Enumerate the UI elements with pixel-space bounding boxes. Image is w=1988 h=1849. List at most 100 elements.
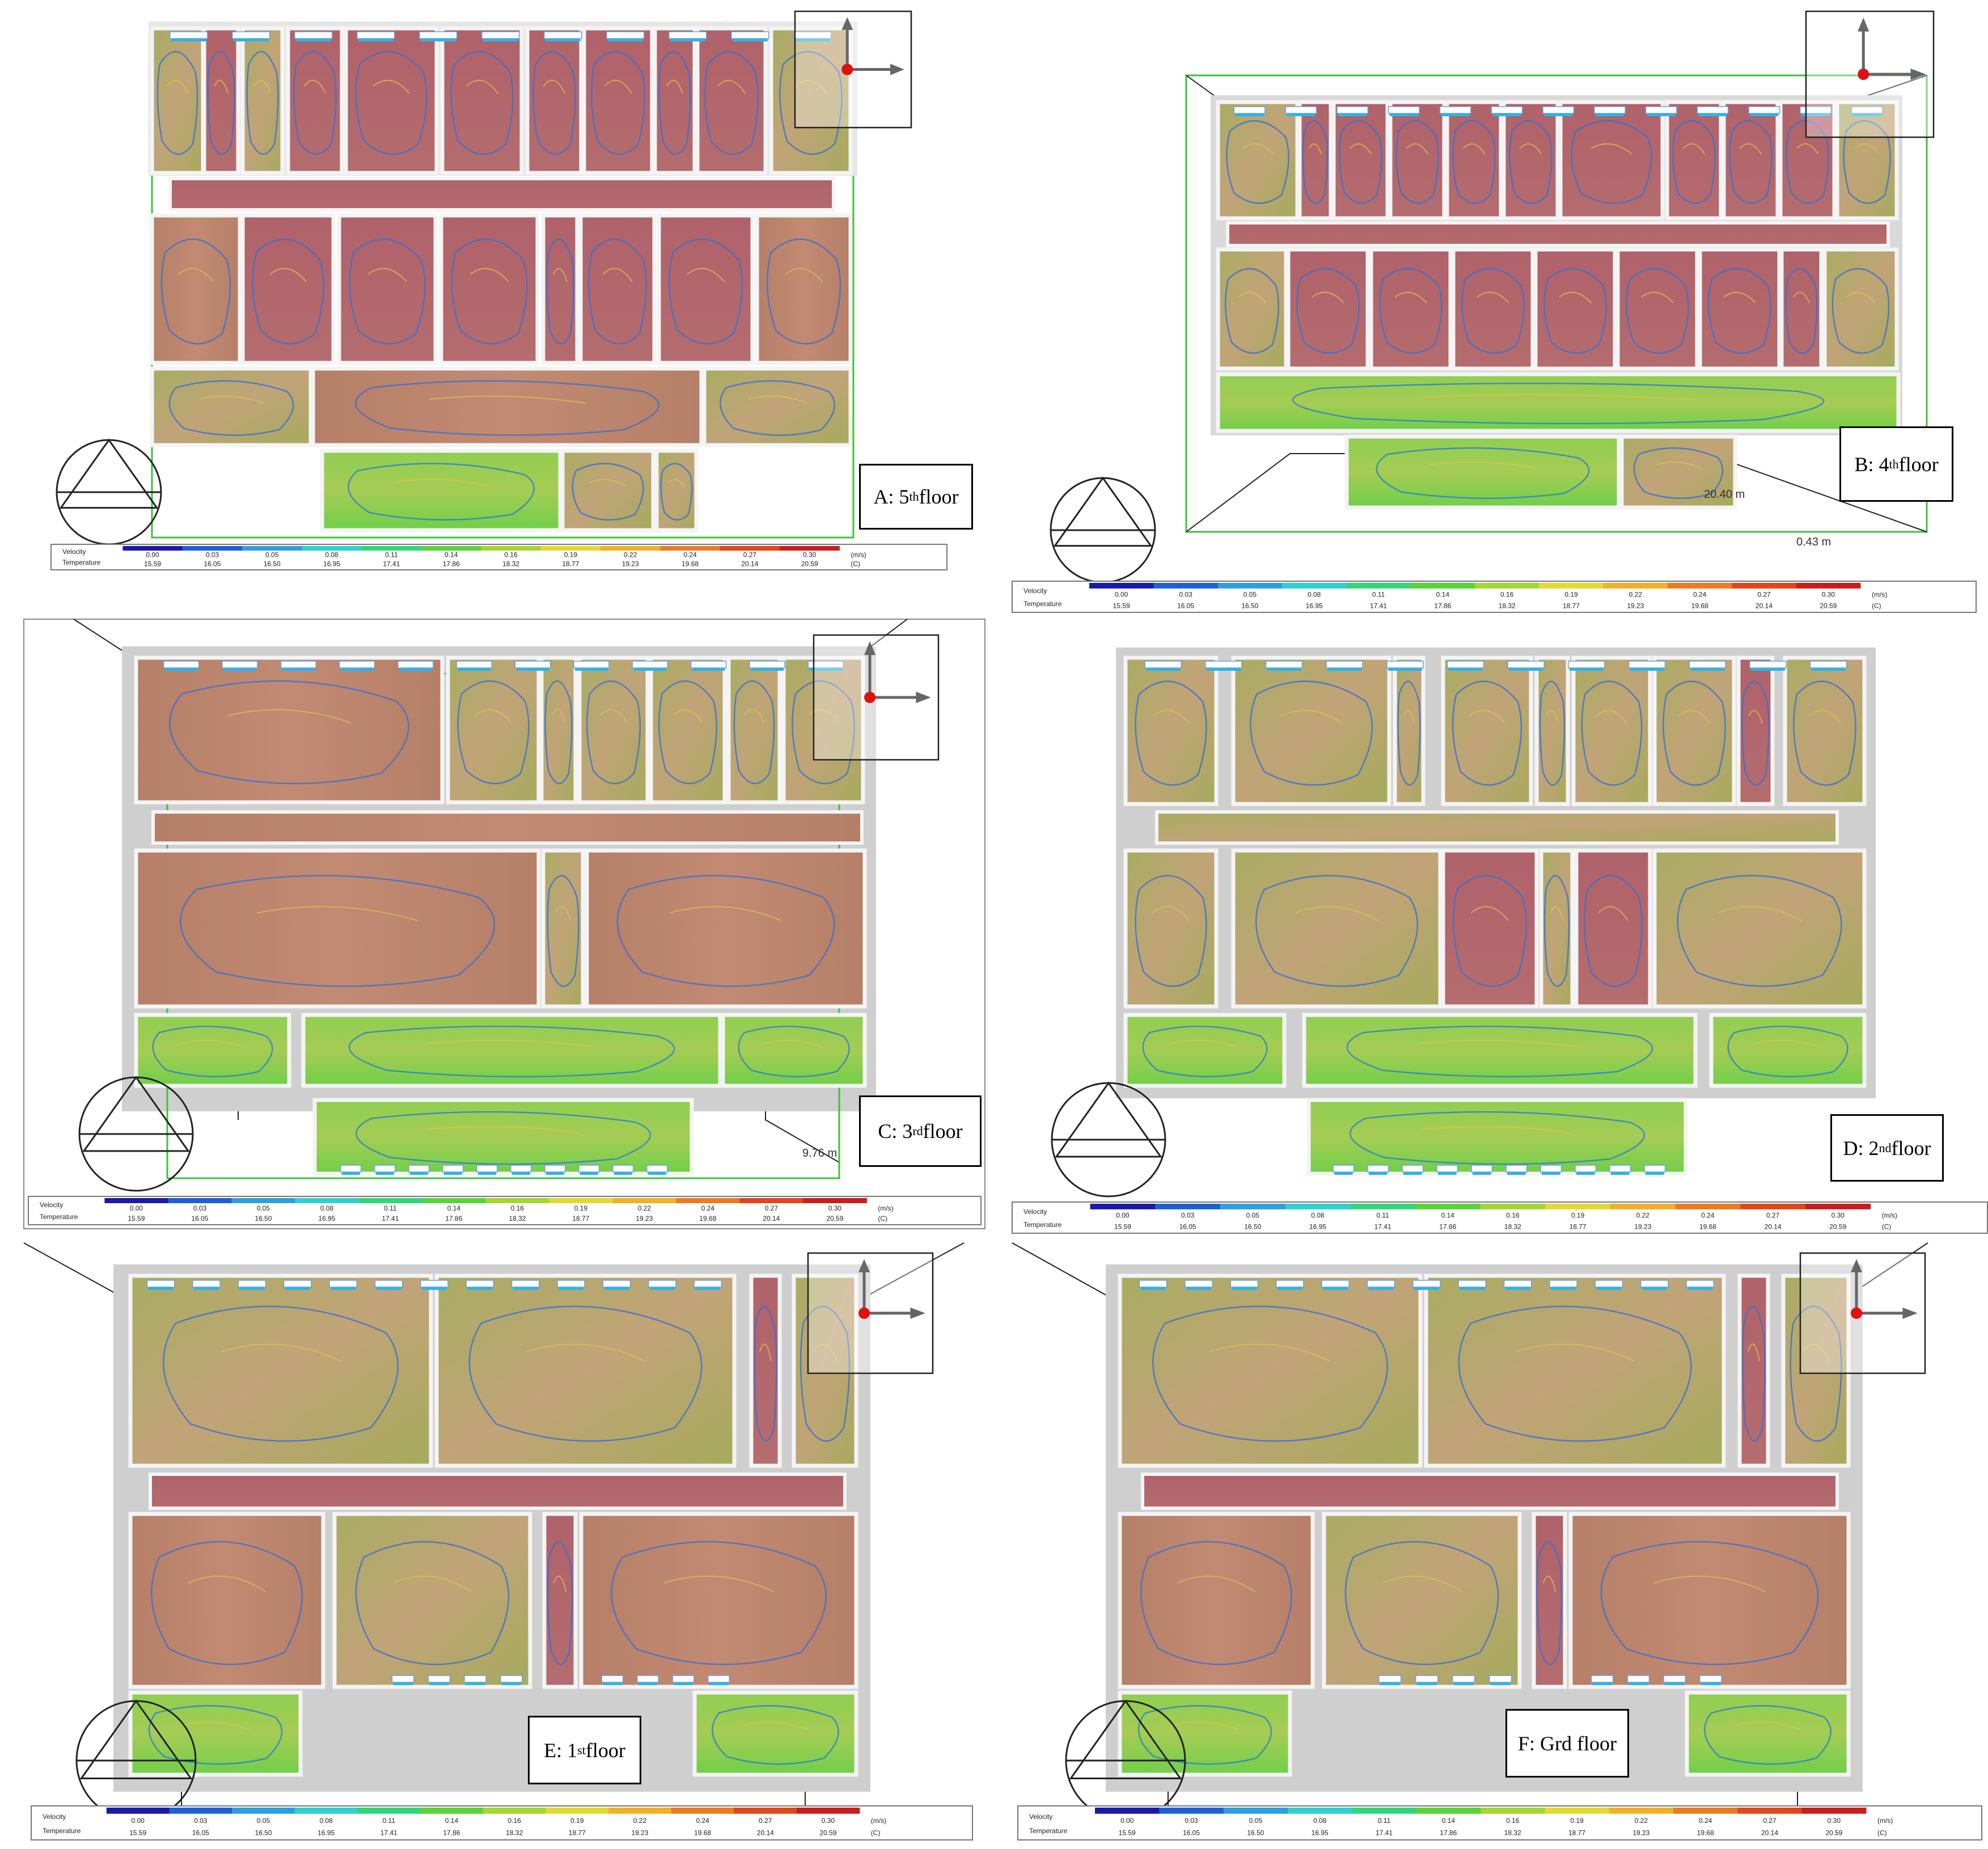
- room: [1331, 100, 1390, 221]
- legend-color-swatch: [739, 1198, 803, 1203]
- temperature-contour: [1135, 680, 1207, 786]
- room: [1532, 1512, 1567, 1689]
- vent-airflow: [1460, 1287, 1485, 1290]
- temperature-contour: [1727, 1025, 1849, 1078]
- panel-B: 20.40 m 0.43 m Velocity Temperature 0.00 0.03…: [1012, 10, 1977, 613]
- vent-airflow: [233, 39, 269, 41]
- vent-airflow: [638, 1682, 658, 1685]
- temperature-contour: [1741, 680, 1770, 786]
- window-vent: [1139, 1280, 1168, 1288]
- vent-airflow: [709, 1682, 729, 1685]
- legend-velocity-unit: (m/s): [871, 1817, 886, 1825]
- window-vent: [397, 661, 434, 668]
- temperature-contour: [738, 1025, 850, 1078]
- legend-velocity-tick: 0.14: [445, 551, 458, 559]
- window-vent: [1697, 106, 1729, 114]
- vent-airflow: [809, 668, 843, 671]
- legend-temperature-unit: (C): [1877, 1829, 1887, 1837]
- temperature-contour: [160, 238, 231, 345]
- window-vent: [1686, 1280, 1715, 1288]
- room: [332, 1512, 532, 1689]
- window-vent: [232, 31, 270, 39]
- velocity-contour: [794, 79, 827, 94]
- legend-velocity-label: Velocity: [1029, 1813, 1052, 1821]
- vent-airflow: [1698, 113, 1727, 116]
- temperature-contour: [1633, 447, 1724, 499]
- vent-airflow: [1595, 113, 1625, 116]
- vent-airflow: [421, 1287, 447, 1290]
- legend-velocity-label: Velocity: [1023, 1208, 1047, 1216]
- panel-label-prefix: E: 1: [544, 1738, 578, 1762]
- window-vent: [632, 661, 669, 668]
- legend-velocity-unit: (m/s): [1882, 1212, 1897, 1220]
- temperature-contour: [1250, 680, 1373, 786]
- room: [585, 848, 867, 1009]
- legend-temperature-tick: 19.23: [1627, 602, 1644, 610]
- window-vent: [612, 1165, 634, 1173]
- x-axis-arrowhead: [1902, 1308, 1918, 1319]
- legend-velocity-tick: 0.27: [1757, 591, 1771, 599]
- legend-velocity-tick: 0.30: [1832, 1212, 1845, 1220]
- room: [439, 213, 540, 365]
- velocity-contour: [1550, 906, 1564, 921]
- legend-color-swatch: [608, 1808, 672, 1814]
- legend-color-swatch: [612, 1198, 676, 1203]
- window-vent: [1336, 106, 1369, 114]
- temperature-contour: [792, 680, 855, 785]
- legend-velocity-tick: 0.24: [683, 551, 697, 559]
- window-vent: [1699, 1675, 1722, 1683]
- temperature-contour: [349, 238, 426, 345]
- room: [582, 26, 654, 175]
- window-vent: [408, 1165, 430, 1173]
- legend-color-swatch: [780, 546, 840, 551]
- room: [649, 655, 727, 805]
- temperature-contour: [1786, 120, 1829, 204]
- legend-color-swatch: [168, 1198, 232, 1203]
- legend-color-swatch: [1603, 583, 1668, 589]
- velocity-contour: [428, 1126, 579, 1134]
- vent-airflow: [1801, 113, 1830, 116]
- legend-color-swatch: [1217, 583, 1283, 589]
- window-vent: [476, 1165, 498, 1173]
- room: [1123, 655, 1219, 806]
- vent-airflow: [674, 1682, 693, 1685]
- legend-temperature-tick: 17.41: [383, 560, 400, 568]
- vent-airflow: [1569, 668, 1604, 671]
- room: [792, 1273, 858, 1468]
- temperature-contour: [1379, 268, 1443, 354]
- window-vent: [466, 1280, 494, 1288]
- window-vent: [1505, 1165, 1528, 1173]
- window-vent: [544, 1165, 566, 1173]
- velocity-contour: [367, 268, 407, 282]
- velocity-contour: [1170, 1721, 1240, 1730]
- velocity-contour: [1477, 291, 1509, 304]
- temperature-contour: [800, 1305, 851, 1442]
- velocity-contour: [1241, 143, 1274, 155]
- temperature-contour: [720, 380, 835, 436]
- legend-temperature-tick: 19.23: [1634, 1222, 1651, 1230]
- legend-velocity-tick: 0.16: [504, 551, 518, 559]
- vent-airflow: [1543, 113, 1573, 116]
- vent-airflow: [1687, 1287, 1713, 1290]
- legend-temperature-tick: 20.59: [1825, 1829, 1842, 1837]
- legend-color-swatch: [169, 1808, 232, 1814]
- legend-color-swatch: [358, 1198, 422, 1203]
- room: [1286, 247, 1370, 371]
- vent-airflow: [295, 39, 331, 41]
- window-vent: [1591, 1675, 1614, 1683]
- vent-airflow: [1287, 113, 1316, 116]
- velocity-contour: [553, 1575, 567, 1592]
- temperature-contour: [1224, 268, 1280, 354]
- velocity-contour: [759, 1343, 772, 1361]
- room: [1558, 100, 1665, 221]
- room: [240, 213, 336, 365]
- vent-airflow: [1403, 1172, 1422, 1175]
- compass-triangle: [79, 1699, 193, 1779]
- velocity-contour: [393, 1575, 472, 1593]
- temperature-contour: [156, 50, 198, 155]
- temperature-contour: [704, 50, 759, 155]
- vent-airflow: [358, 39, 394, 41]
- window-vent: [693, 1280, 722, 1288]
- vent-airflow: [1811, 668, 1846, 671]
